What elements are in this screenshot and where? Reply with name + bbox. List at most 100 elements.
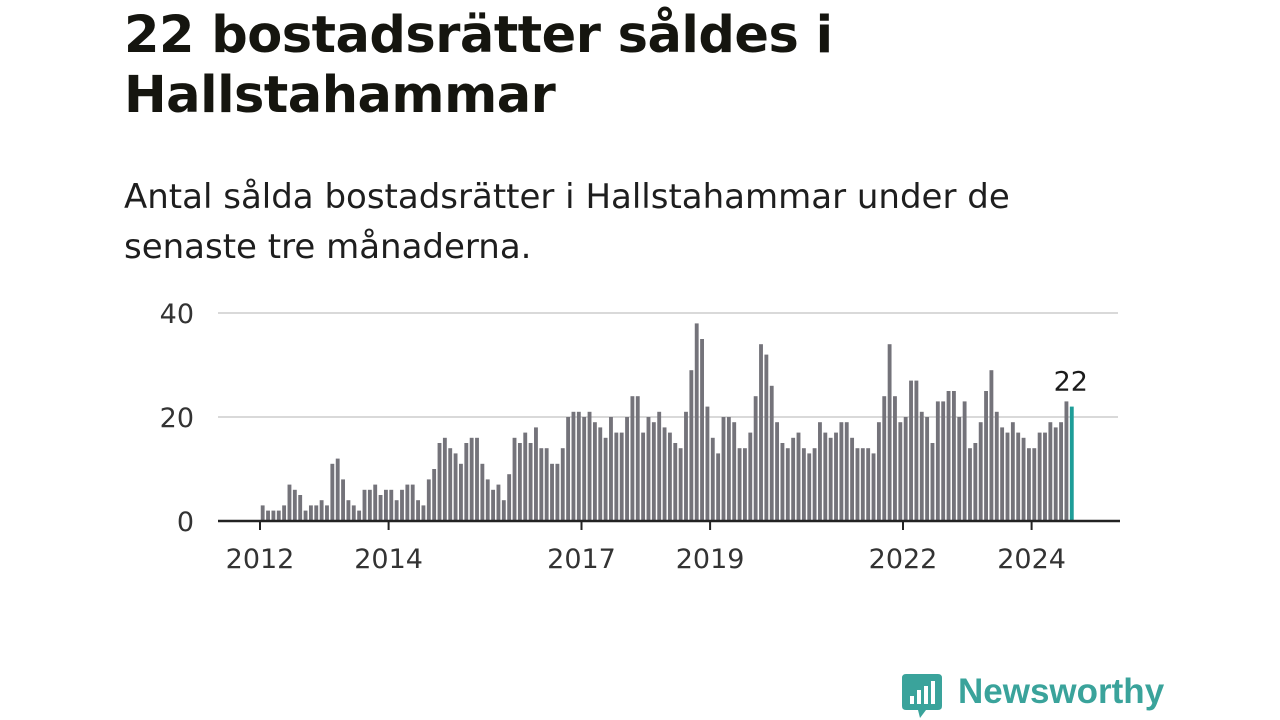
- bar: [1005, 432, 1010, 521]
- bar: [346, 500, 351, 521]
- bar: [1059, 422, 1063, 521]
- bar: [957, 417, 962, 521]
- bar: [416, 500, 420, 521]
- bar: [1026, 448, 1031, 521]
- bar: [791, 437, 796, 521]
- bar: [603, 437, 608, 521]
- bar: [667, 432, 672, 521]
- bar: [850, 437, 855, 521]
- bar: [700, 339, 704, 521]
- bar: [705, 406, 710, 521]
- bar: [1048, 422, 1053, 521]
- newsworthy-logo[interactable]: Newsworthy: [900, 670, 1164, 718]
- bar: [743, 448, 747, 521]
- bar-highlight: [1069, 406, 1074, 521]
- bar: [266, 510, 270, 521]
- bar: [459, 463, 463, 521]
- y-tick-label: 20: [160, 403, 194, 434]
- bar: [560, 448, 565, 521]
- x-tick-label: 2019: [676, 544, 745, 575]
- bar: [759, 344, 763, 521]
- bar: [898, 422, 903, 521]
- bar: [935, 401, 940, 521]
- bar: [378, 495, 383, 521]
- bar: [807, 453, 812, 521]
- bar: [523, 432, 528, 521]
- bar: [839, 422, 844, 521]
- bar: [646, 417, 651, 521]
- bar: [260, 505, 265, 521]
- x-axis-ticks: 2012 2014 2017 2019 2022 2024: [226, 521, 1066, 575]
- bar: [968, 448, 972, 521]
- bar: [657, 411, 662, 521]
- bar: [534, 427, 538, 521]
- bar: [860, 448, 865, 521]
- bar: [276, 510, 281, 521]
- bar: [716, 453, 721, 521]
- bar: [925, 417, 930, 521]
- bar: [394, 500, 399, 521]
- chart-subtitle: Antal sålda bostadsrätter i Hallstahamma…: [124, 177, 1010, 267]
- bar: [432, 469, 437, 521]
- bar: [893, 396, 897, 521]
- bar: [512, 437, 517, 521]
- bar: [753, 396, 758, 521]
- bar: [598, 427, 603, 521]
- bar: [475, 437, 479, 521]
- x-tick-label: 2022: [869, 544, 938, 575]
- bar: [271, 510, 276, 521]
- bar: [362, 489, 367, 521]
- bar: [941, 401, 946, 521]
- bar: [421, 505, 426, 521]
- bar: [614, 432, 619, 521]
- bar: [405, 484, 410, 521]
- bar: [609, 417, 613, 521]
- bar: [325, 505, 329, 521]
- bar: [866, 448, 871, 521]
- bar: [962, 401, 967, 521]
- bar: [587, 411, 592, 521]
- bar: [389, 489, 394, 521]
- brand-name: Newsworthy: [958, 672, 1165, 711]
- bar: [464, 443, 469, 521]
- bar: [673, 443, 678, 521]
- bar: [780, 443, 785, 521]
- bar: [823, 432, 828, 521]
- bar: [469, 437, 474, 521]
- bar: [818, 422, 822, 521]
- bar: [367, 489, 372, 521]
- bar: [1016, 432, 1021, 521]
- bar: [978, 422, 983, 521]
- bar: [373, 484, 378, 521]
- bar: [1021, 437, 1026, 521]
- bar: [796, 432, 801, 521]
- bar: [1037, 432, 1042, 521]
- bar: [528, 443, 533, 521]
- bar: [292, 489, 297, 521]
- bar: [684, 411, 688, 521]
- bar: [914, 380, 919, 521]
- x-tick-label: 2024: [997, 544, 1066, 575]
- bar: [335, 458, 340, 521]
- bar: [448, 448, 453, 521]
- bar: [737, 448, 742, 521]
- bar: [662, 427, 667, 521]
- bar: [501, 500, 506, 521]
- bar: [775, 422, 780, 521]
- bar: [887, 344, 892, 521]
- bar: [410, 484, 415, 521]
- bar: [930, 443, 935, 521]
- bar: [517, 443, 522, 521]
- bar: [566, 417, 571, 521]
- bar: [946, 391, 951, 521]
- bars: [260, 323, 1074, 521]
- bar: [437, 443, 442, 521]
- bar: [844, 422, 849, 521]
- bar: [341, 479, 345, 521]
- bar: [732, 422, 737, 521]
- bar: [721, 417, 726, 521]
- x-tick-label: 2014: [354, 544, 423, 575]
- bar: [314, 505, 319, 521]
- bar: [678, 448, 683, 521]
